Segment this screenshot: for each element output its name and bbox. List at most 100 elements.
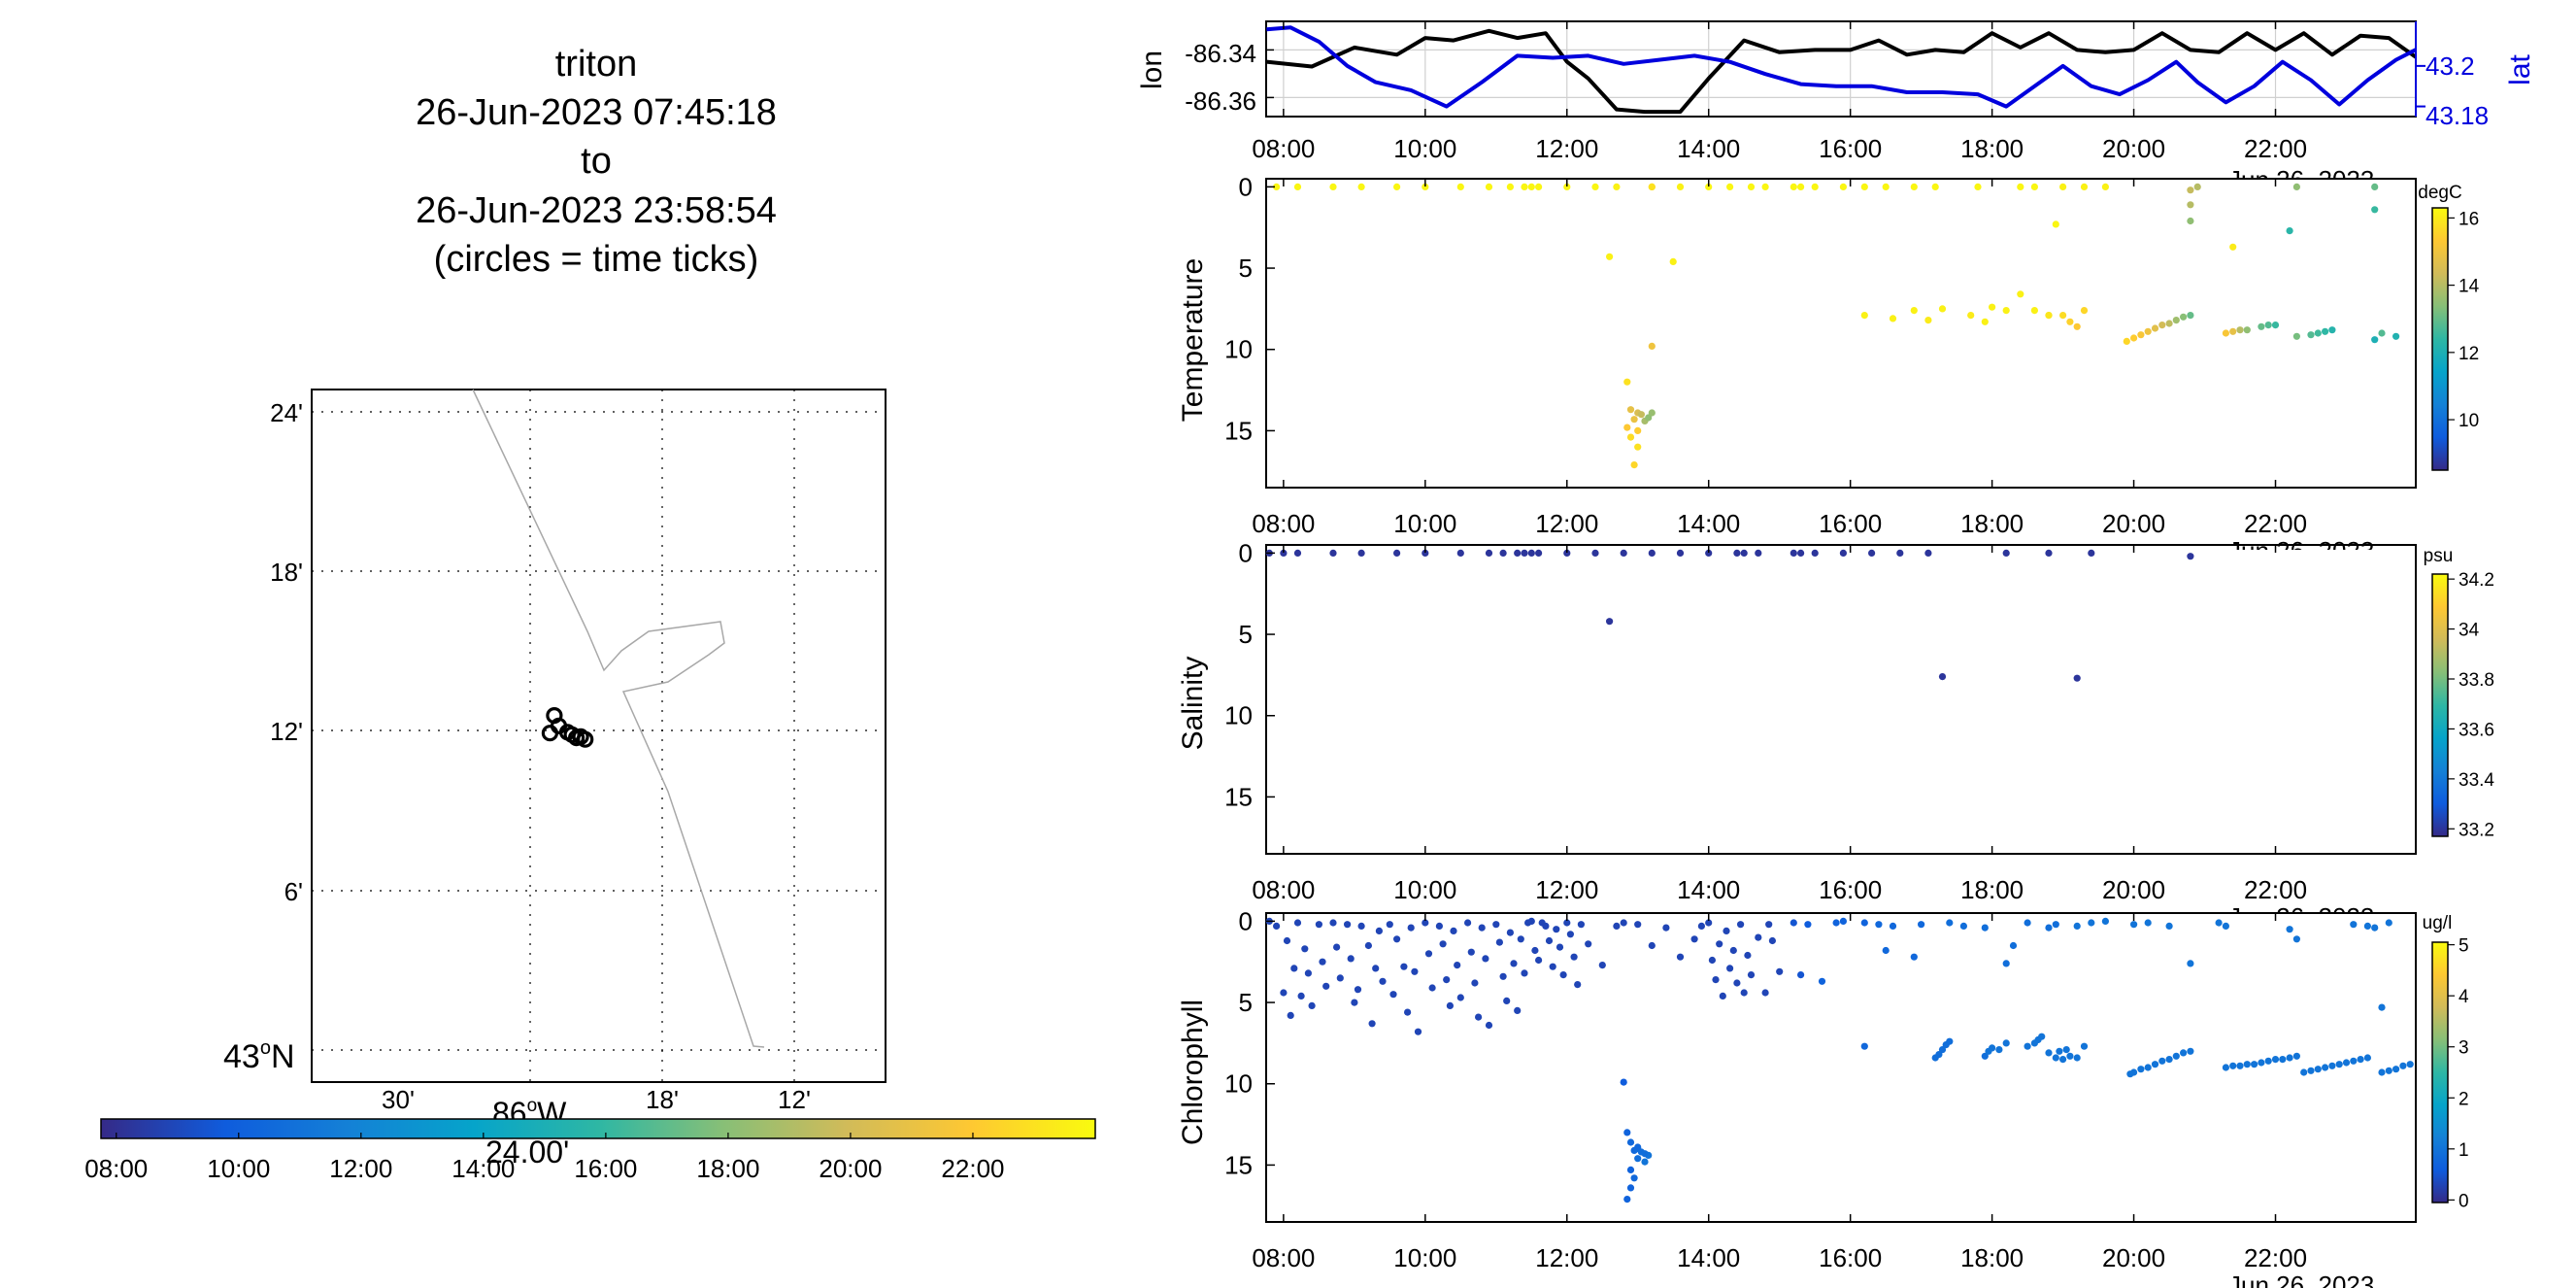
temperature-point [2080, 307, 2089, 315]
chlorophyll-point [2314, 1066, 2322, 1073]
salinity-point [2045, 549, 2053, 558]
y-tick-label: 15 [1224, 416, 1253, 445]
temperature-point [2002, 307, 2010, 315]
temperature-point [2187, 186, 2194, 194]
chlorophyll-point [1889, 922, 1897, 931]
chlorophyll-point [2073, 922, 2081, 931]
temperature-point [1456, 183, 1464, 190]
x-tick-label: 10:00 [1393, 875, 1456, 904]
temperature-point [1924, 317, 1932, 324]
y-tick-label: 10 [1224, 701, 1253, 730]
chlorophyll-point [1705, 919, 1713, 927]
temperature-point [1637, 411, 1645, 419]
chlorophyll-point [2038, 1033, 2046, 1040]
chlorophyll-point [1293, 919, 1302, 927]
chlorophyll-point [1283, 936, 1291, 945]
temperature-point [2187, 217, 2194, 225]
temperature-point [2258, 322, 2265, 330]
time-colorbar-bar [100, 1118, 1096, 1139]
temperature-point [1860, 312, 1868, 320]
temperature-point [1726, 183, 1734, 190]
salinity-point [1606, 618, 1614, 626]
temperature-point [2045, 312, 2053, 320]
map-panel: 24' 18' 12' 6' 43oN 30' 18' 12' 86oW 24.… [223, 389, 887, 1169]
temperature-point [2371, 183, 2379, 190]
map-lat-base: 43oN [223, 1037, 295, 1075]
time-colorbar-label: 14:00 [452, 1154, 515, 1183]
temperature-point [1634, 426, 1642, 434]
chlorophyll-point [1471, 979, 1479, 987]
chlorophyll-point [2137, 1066, 2145, 1073]
temperature-point [1931, 183, 1939, 190]
chlorophyll-point [2279, 1056, 2287, 1064]
chlorophyll-point [2363, 1054, 2371, 1062]
title-line-1: triton [555, 44, 637, 85]
chlorophyll-point [1995, 1046, 2003, 1054]
chlorophyll-point [1336, 974, 1344, 982]
x-tick-label: 18:00 [1960, 875, 2024, 904]
chlorophyll-axis-label: Chlorophyll [1177, 1000, 1209, 1145]
y-tick-label: 5 [1239, 988, 1253, 1017]
x-tick-label: 16:00 [1819, 509, 1882, 538]
chlorophyll-point [1839, 917, 1847, 926]
temperature-point [2158, 322, 2166, 329]
chlorophyll-point [1723, 927, 1730, 935]
salinity-point [1648, 549, 1656, 558]
temperature-point [1645, 414, 1653, 422]
chlorophyll-point [1626, 1138, 1635, 1146]
x-tick-label: 16:00 [1819, 1243, 1882, 1272]
temperature-point [1630, 416, 1638, 424]
chlorophyll-point [1506, 929, 1514, 936]
chlorophyll-point [2328, 1062, 2336, 1069]
chlorophyll-point [2335, 1061, 2343, 1068]
chlorophyll-point [1556, 943, 1564, 951]
time-colorbar-label: 10:00 [207, 1154, 270, 1183]
chlorophyll-point [1981, 1052, 1989, 1060]
temperature-point [1882, 183, 1890, 190]
temperature-axes-box [1265, 178, 2417, 489]
temperature-point [1839, 183, 1847, 190]
chlorophyll-point [1697, 922, 1705, 931]
salinity-point [1620, 549, 1627, 558]
temperature-point [1535, 183, 1543, 190]
colorbar-tick-label: 34 [2459, 621, 2480, 641]
chlorophyll-ticks: 0 5 10 15 08:00 10:00 12:00 14:00 16:00 18:00 20:0… [1224, 906, 2307, 1272]
chlorophyll-point [1428, 984, 1436, 992]
temperature-point [1521, 183, 1528, 190]
temperature-point [2017, 290, 2024, 298]
temperature-point [2144, 327, 2152, 335]
chlorophyll-point [1935, 1051, 1943, 1059]
chlorophyll-point [1620, 1078, 1627, 1086]
salinity-point [1393, 549, 1401, 558]
salinity-point [1293, 549, 1302, 558]
map-lon-label: 18' [646, 1085, 679, 1114]
salinity-point [1740, 549, 1748, 558]
chlorophyll-point [2187, 1047, 2194, 1055]
temperature-point [2236, 326, 2244, 334]
salinity-colorbar-unit: psu [2424, 546, 2454, 566]
chlorophyll-point [1521, 969, 1528, 977]
chlorophyll-point [1424, 950, 1433, 958]
chlorophyll-point [1676, 953, 1685, 961]
temperature-point [2292, 183, 2300, 190]
temperature-point [1761, 183, 1769, 190]
temperature-point [1606, 253, 1614, 260]
chlorophyll-point [1464, 919, 1472, 927]
title-line-3: to [581, 141, 612, 182]
chlorophyll-point [1641, 1150, 1649, 1158]
y-tick-label: 0 [1239, 906, 1253, 935]
salinity-point [1535, 549, 1543, 558]
salinity-point [1563, 549, 1571, 558]
temperature-point [2187, 312, 2194, 320]
temperature-colorbar-bar [2431, 207, 2449, 471]
salinity-axes-box [1265, 544, 2417, 855]
x-tick-label: 22:00 [2244, 134, 2307, 163]
track-time-circle [567, 729, 585, 747]
salinity-colorbar: psu 34.2 34 33.8 33.6 33.4 33.2 [2424, 546, 2495, 840]
salinity-point [1896, 549, 1904, 558]
chlorophyll-point [1623, 1129, 1631, 1136]
chlorophyll-point [2165, 922, 2173, 931]
chlorophyll-point [1765, 921, 1773, 929]
x-tick-label: 14:00 [1677, 1243, 1740, 1272]
